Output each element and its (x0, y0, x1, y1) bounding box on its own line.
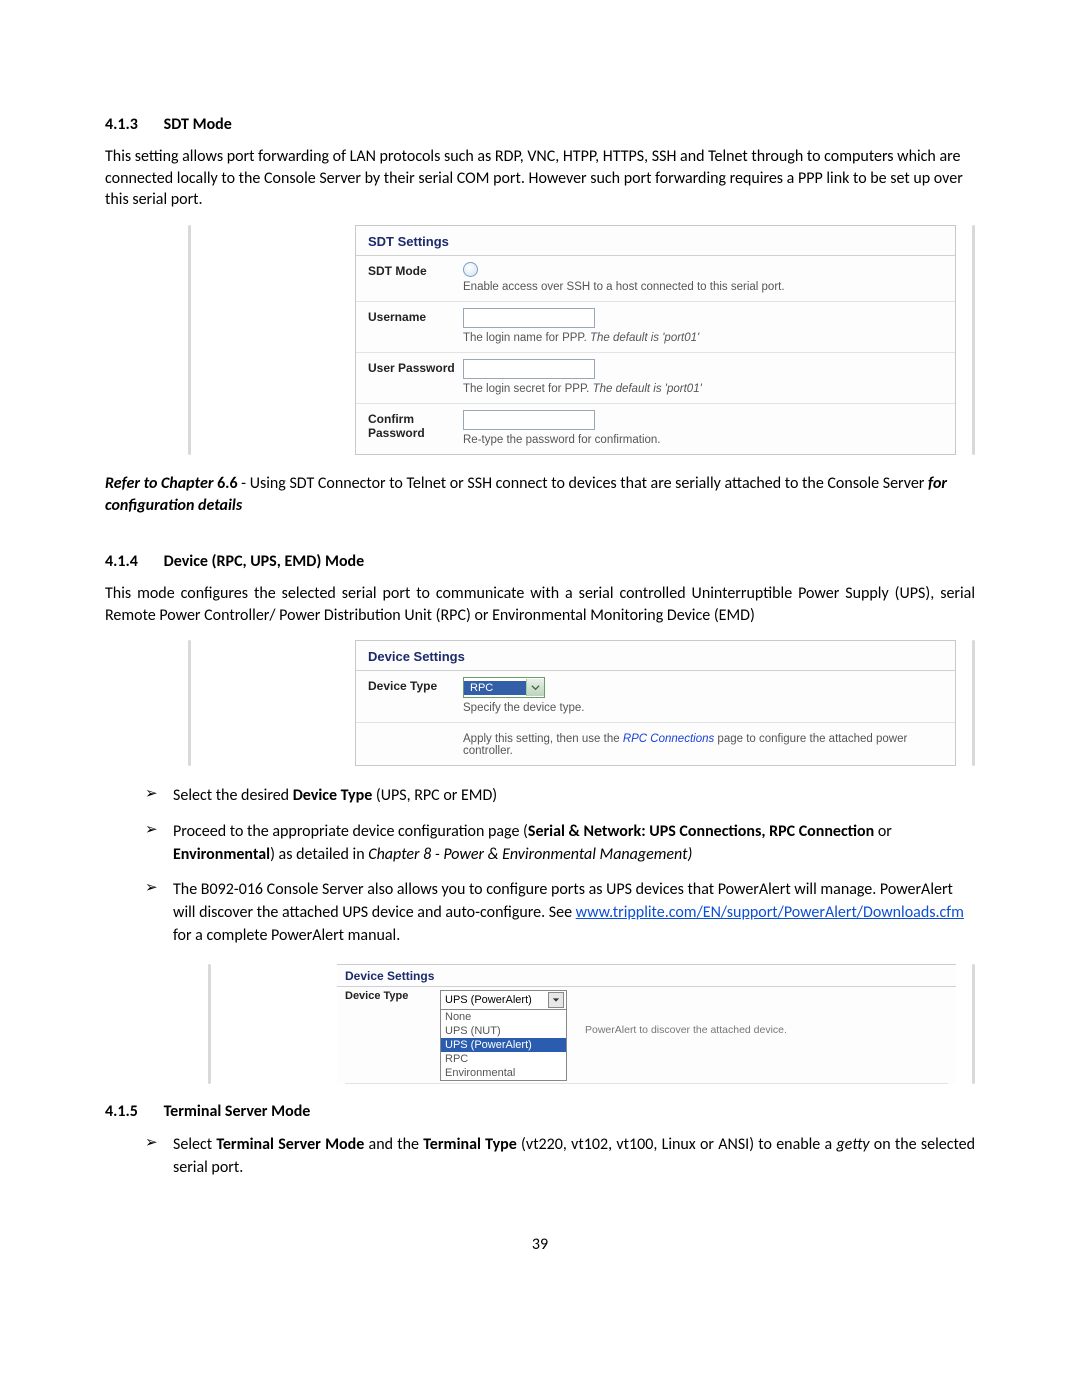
figure-sdt-settings: SDT Settings SDT Mode Enable access over… (105, 225, 975, 455)
list-item: Select Terminal Server Mode and the Term… (145, 1133, 975, 1179)
sdt-mode-radio[interactable] (463, 262, 478, 277)
username-input[interactable] (463, 308, 595, 328)
list-item: The B092-016 Console Server also allows … (145, 878, 975, 948)
password-input[interactable] (463, 359, 595, 379)
dropdown-option[interactable]: None (441, 1010, 566, 1024)
row-username: Username The login name for PPP. The def… (356, 302, 955, 353)
chevron-down-icon[interactable] (548, 992, 564, 1008)
help-sdt-mode: Enable access over SSH to a host connect… (463, 281, 943, 293)
heading-415: 4.1.5 Terminal Server Mode (105, 1102, 975, 1121)
label-device-type: Device Type (345, 990, 440, 1002)
row-sdt-mode: SDT Mode Enable access over SSH to a hos… (356, 256, 955, 302)
row-password: User Password The login secret for PPP. … (356, 353, 955, 404)
row-confirm: Confirm Password Re-type the password fo… (356, 404, 955, 454)
row-device-apply: Apply this setting, then use the RPC Con… (356, 723, 955, 765)
label-device-type: Device Type (368, 677, 463, 693)
device-type-dropdown[interactable]: UPS (PowerAlert) None UPS (NUT) UPS (Pow… (440, 990, 567, 1081)
bullet-list-2: Select Terminal Server Mode and the Term… (105, 1133, 975, 1179)
heading-413: 4.1.3 SDT Mode (105, 115, 975, 134)
confirm-input[interactable] (463, 410, 595, 430)
help-confirm: Re-type the password for confirmation. (463, 434, 943, 446)
heading-414: 4.1.4 Device (RPC, UPS, EMD) Mode (105, 552, 975, 571)
paragraph-refer: Refer to Chapter 6.6 - Using SDT Connect… (105, 473, 975, 516)
help-username: The login name for PPP. The default is '… (463, 332, 943, 344)
figure-device-settings-2: Device Settings Device Type UPS (PowerAl… (105, 964, 975, 1084)
help-devapply: Apply this setting, then use the RPC Con… (463, 733, 943, 757)
device-settings-panel-2: Device Settings Device Type UPS (PowerAl… (337, 964, 956, 1084)
page: 4.1.3 SDT Mode This setting allows port … (0, 0, 1080, 1314)
select-value: RPC (464, 681, 526, 695)
dropdown-option[interactable]: Environmental (441, 1066, 566, 1080)
heading-number: 4.1.4 (105, 552, 160, 571)
help-password: The login secret for PPP. The default is… (463, 383, 943, 395)
panel-legend: Device Settings (337, 965, 956, 987)
label-username: Username (368, 308, 463, 324)
list-item: Proceed to the appropriate device config… (145, 820, 975, 866)
device-type-select[interactable]: RPC (463, 677, 545, 698)
dropdown-option[interactable]: RPC (441, 1052, 566, 1066)
chevron-down-icon[interactable] (526, 679, 544, 696)
device-settings-panel: Device Settings Device Type RPC Specify … (355, 640, 956, 766)
dropdown-option[interactable]: UPS (PowerAlert) (441, 1038, 566, 1052)
label-password: User Password (368, 359, 463, 375)
heading-number: 4.1.3 (105, 115, 160, 134)
heading-title: Terminal Server Mode (164, 1102, 311, 1121)
panel-legend: Device Settings (356, 641, 955, 671)
help-poweralert-discover: PowerAlert to discover the attached devi… (585, 990, 948, 1036)
label-confirm: Confirm Password (368, 410, 463, 440)
help-devtype: Specify the device type. (463, 702, 943, 714)
rpc-connections-link[interactable]: RPC Connections (623, 733, 714, 745)
select-value: UPS (PowerAlert) (445, 994, 532, 1006)
paragraph-device-intro: This mode configures the selected serial… (105, 583, 975, 626)
heading-title: SDT Mode (164, 115, 232, 134)
list-item: Select the desired Device Type (UPS, RPC… (145, 784, 975, 807)
figure-device-settings-1: Device Settings Device Type RPC Specify … (105, 640, 975, 766)
panel-legend: SDT Settings (356, 226, 955, 256)
paragraph-sdt-intro: This setting allows port forwarding of L… (105, 146, 975, 211)
label-sdt-mode: SDT Mode (368, 262, 463, 278)
bullet-list-1: Select the desired Device Type (UPS, RPC… (105, 784, 975, 947)
dropdown-option[interactable]: UPS (NUT) (441, 1024, 566, 1038)
row-device-type: Device Type RPC Specify the device type. (356, 671, 955, 723)
heading-number: 4.1.5 (105, 1102, 160, 1121)
page-number: 39 (105, 1195, 975, 1254)
sdt-settings-panel: SDT Settings SDT Mode Enable access over… (355, 225, 956, 455)
heading-title: Device (RPC, UPS, EMD) Mode (164, 552, 365, 571)
poweralert-link[interactable]: www.tripplite.com/EN/support/PowerAlert/… (576, 903, 964, 922)
